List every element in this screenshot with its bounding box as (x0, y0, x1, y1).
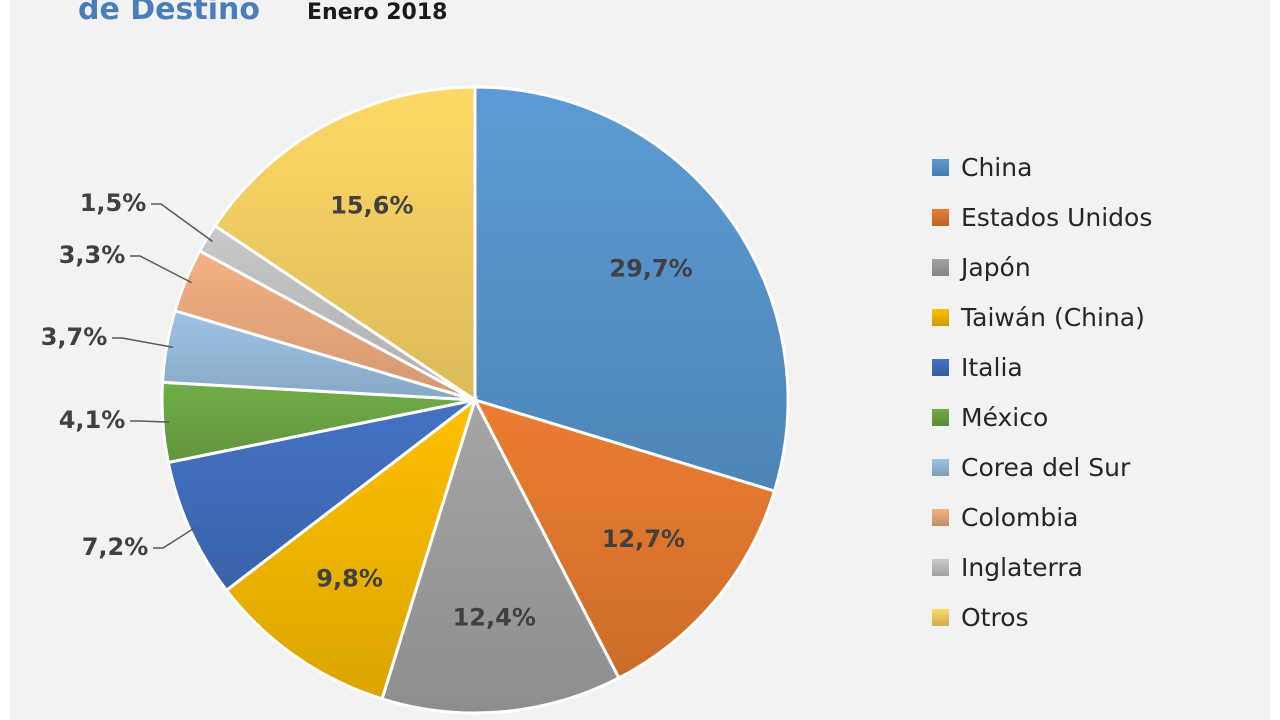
legend-label: Colombia (961, 503, 1078, 532)
legend-label: Japón (961, 253, 1031, 282)
chart-legend: China Estados Unidos Japón Taiwán (China) It… (932, 142, 1152, 642)
leader-line-5 (130, 421, 169, 422)
legend-swatch (932, 359, 949, 376)
leader-line-7 (130, 256, 192, 283)
legend-item: Estados Unidos (932, 192, 1152, 242)
data-label-5: 4,1% (59, 406, 126, 434)
legend-item: Otros (932, 592, 1152, 642)
legend-item: Japón (932, 242, 1152, 292)
legend-item: Italia (932, 342, 1152, 392)
legend-item: Inglaterra (932, 542, 1152, 592)
legend-item: México (932, 392, 1152, 442)
legend-swatch (932, 259, 949, 276)
data-label-8: 1,5% (80, 189, 147, 217)
legend-swatch (932, 559, 949, 576)
legend-label: Inglaterra (961, 553, 1083, 582)
legend-label: Corea del Sur (961, 453, 1130, 482)
legend-item: Colombia (932, 492, 1152, 542)
legend-label: Italia (961, 353, 1023, 382)
legend-label: Otros (961, 603, 1029, 632)
legend-label: México (961, 403, 1048, 432)
data-label-0: 29,7% (609, 255, 692, 283)
data-label-3: 9,8% (316, 565, 383, 593)
legend-swatch (932, 159, 949, 176)
data-label-6: 3,7% (41, 323, 108, 351)
data-label-2: 12,4% (453, 603, 536, 631)
legend-swatch (932, 209, 949, 226)
legend-swatch (932, 309, 949, 326)
legend-item: Taiwán (China) (932, 292, 1152, 342)
legend-swatch (932, 609, 949, 626)
legend-swatch (932, 459, 949, 476)
leader-line-6 (112, 338, 173, 347)
legend-swatch (932, 509, 949, 526)
legend-label: China (961, 153, 1032, 182)
data-label-1: 12,7% (602, 525, 685, 553)
data-label-9: 15,6% (330, 192, 413, 220)
legend-item: Corea del Sur (932, 442, 1152, 492)
legend-label: Estados Unidos (961, 203, 1152, 232)
data-label-4: 7,2% (82, 533, 149, 561)
leader-line-8 (151, 204, 212, 241)
data-label-7: 3,3% (59, 241, 126, 269)
legend-swatch (932, 409, 949, 426)
legend-item: China (932, 142, 1152, 192)
legend-label: Taiwán (China) (961, 303, 1145, 332)
